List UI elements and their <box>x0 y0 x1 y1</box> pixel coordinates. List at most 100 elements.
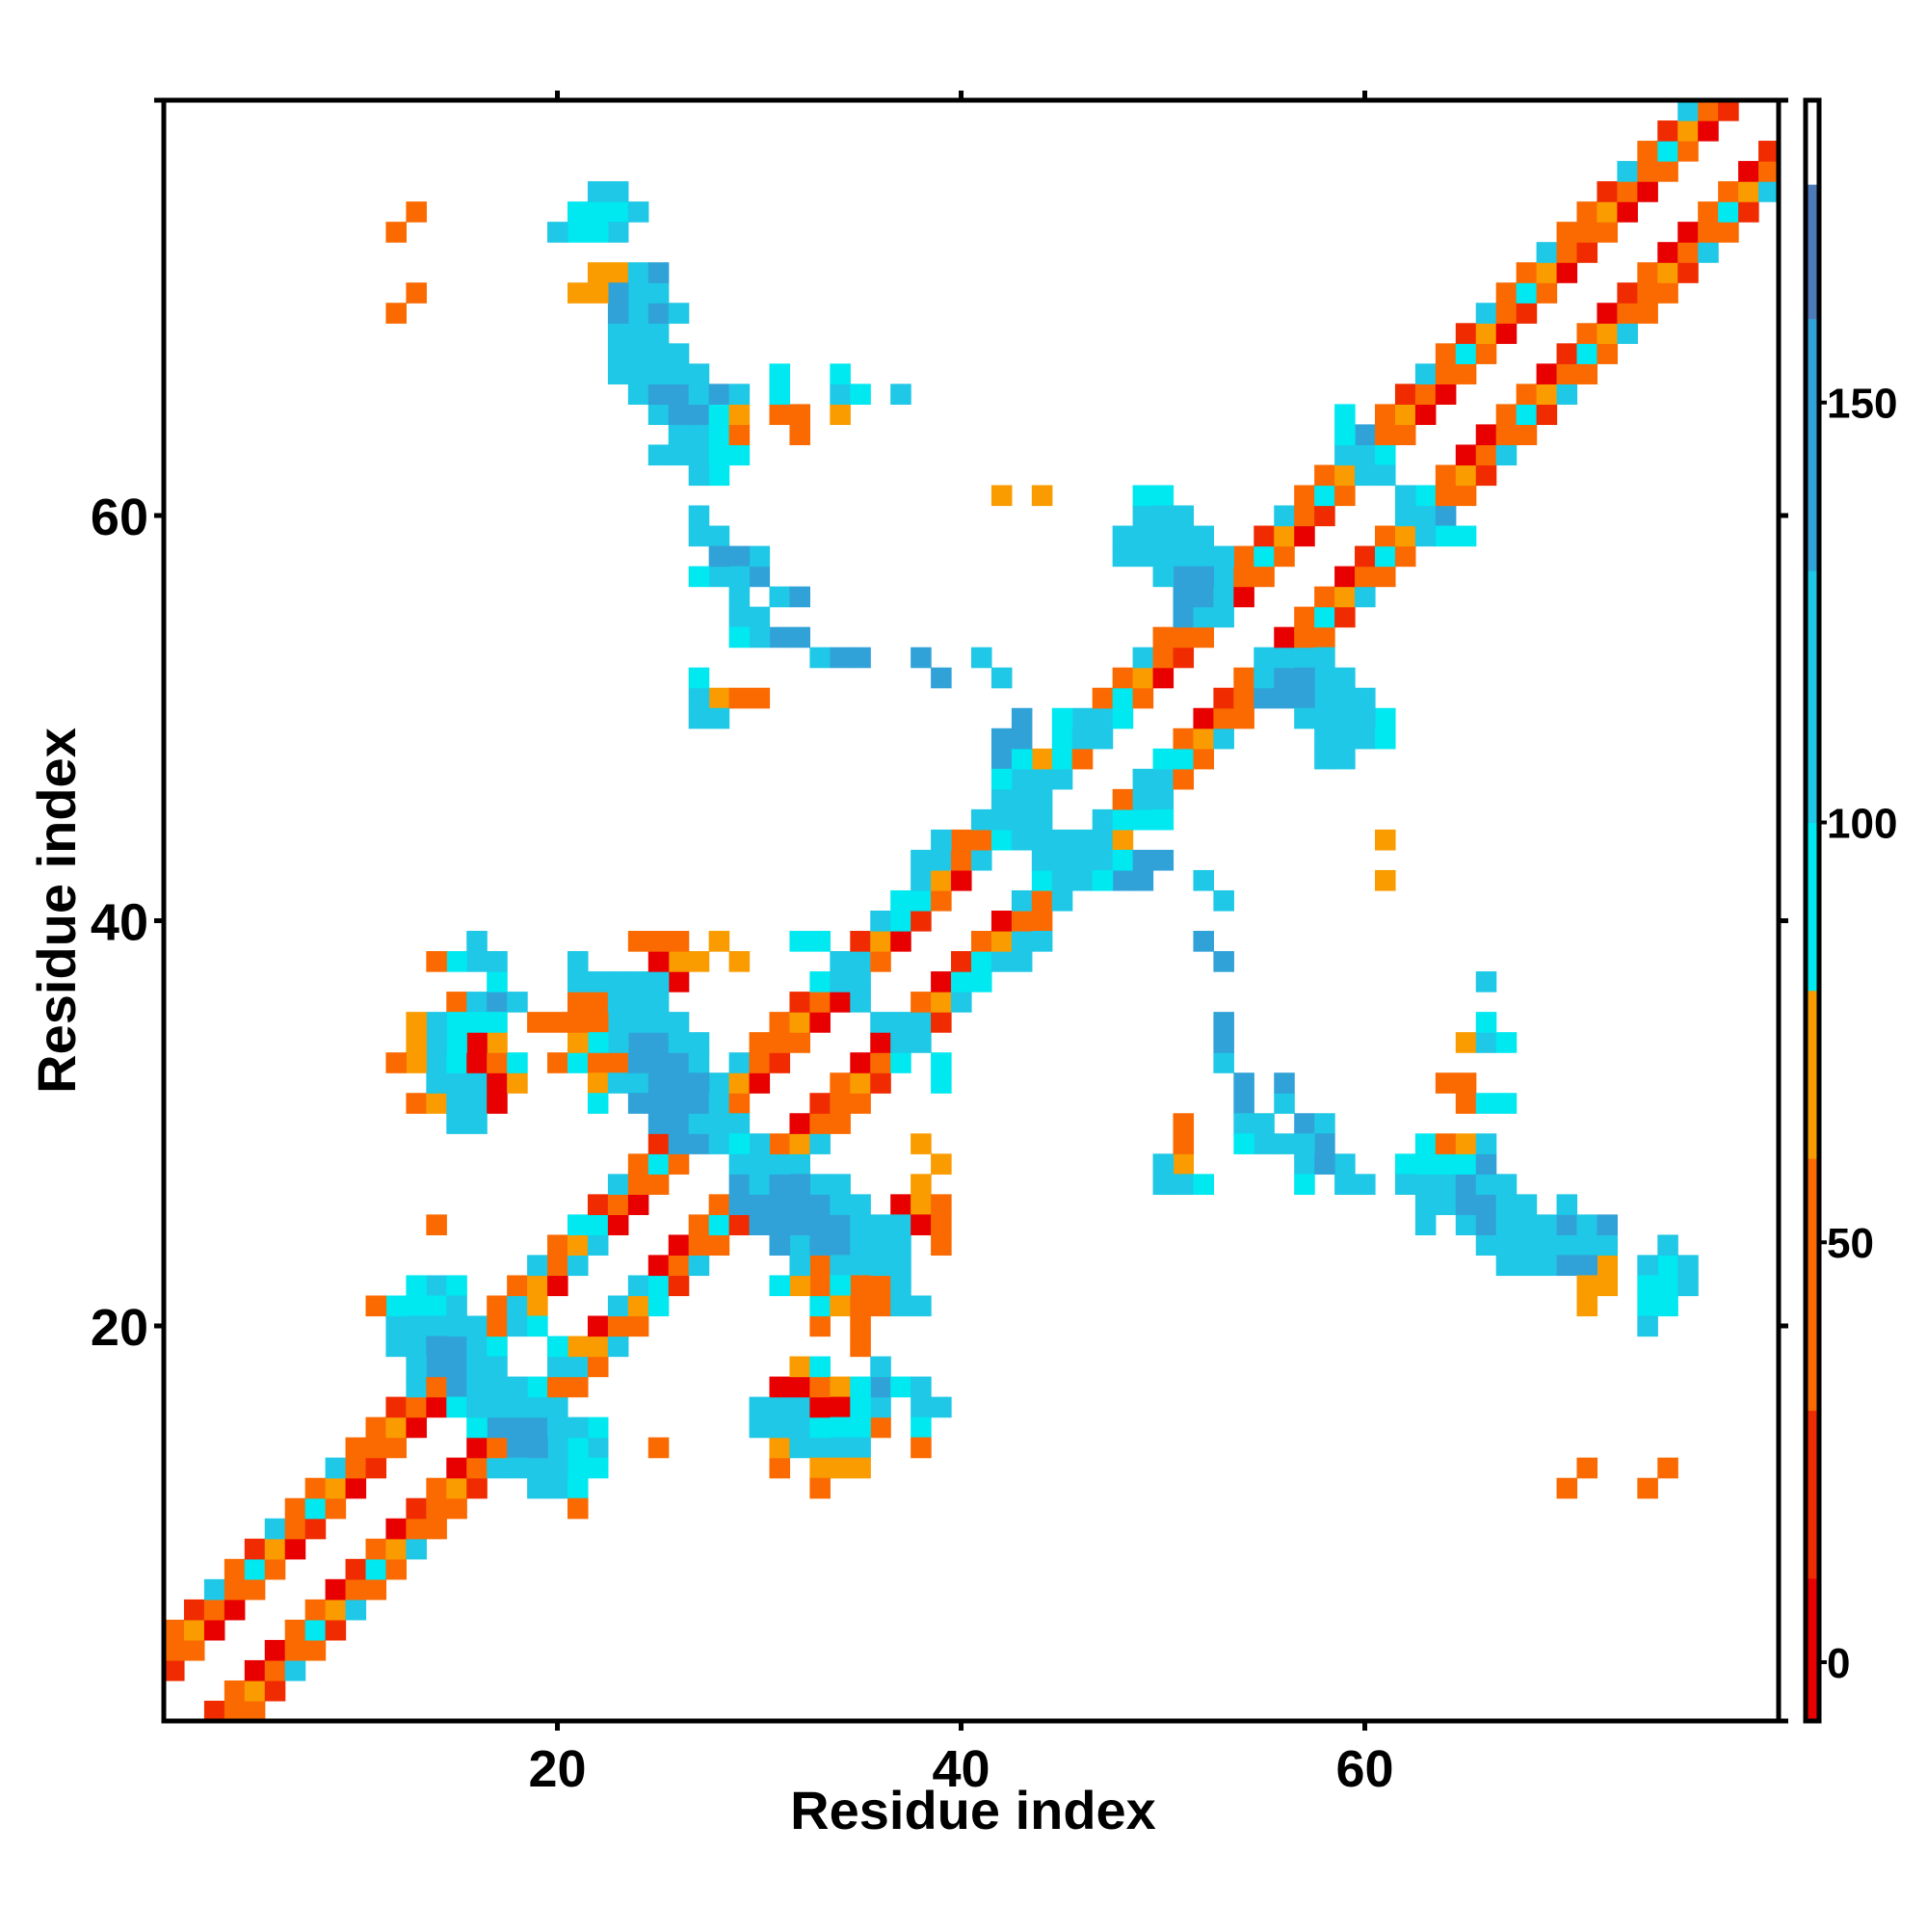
heatmap-cell <box>951 951 972 972</box>
heatmap-cell <box>1071 728 1094 750</box>
heatmap-cell <box>809 1477 831 1499</box>
heatmap-cell <box>627 1153 649 1175</box>
heatmap-cell <box>647 1113 670 1134</box>
heatmap-cell <box>688 464 710 487</box>
heatmap-cell <box>830 1113 851 1134</box>
heatmap-cell <box>809 1214 831 1235</box>
heatmap-cell <box>688 667 710 689</box>
heatmap-cell <box>607 971 629 992</box>
heatmap-cell <box>728 1174 751 1195</box>
heatmap-cell <box>1414 505 1437 527</box>
heatmap-cell <box>647 1032 670 1053</box>
heatmap-cell <box>1294 525 1315 547</box>
heatmap-cell <box>203 1599 225 1621</box>
heatmap-cell <box>607 1315 629 1337</box>
heatmap-cell <box>587 262 609 283</box>
heatmap-cell <box>688 1072 710 1094</box>
heatmap-cell <box>426 1072 447 1094</box>
heatmap-cell <box>1294 626 1315 648</box>
heatmap-cell <box>1193 707 1214 729</box>
heatmap-cell <box>1677 262 1699 283</box>
heatmap-cell <box>911 1133 932 1154</box>
heatmap-cell <box>990 931 1013 952</box>
heatmap-cell <box>789 1174 810 1195</box>
heatmap-cell <box>749 1052 771 1073</box>
heatmap-cell <box>1475 1194 1497 1215</box>
heatmap-cell <box>1173 1133 1195 1154</box>
heatmap-cell <box>627 1275 649 1297</box>
heatmap-cell <box>1375 707 1396 729</box>
heatmap-cell <box>990 728 1013 750</box>
heatmap-cell <box>1314 728 1335 750</box>
heatmap-cell <box>345 1558 367 1580</box>
heatmap-cell <box>426 1315 447 1337</box>
heatmap-cell <box>1475 1234 1497 1257</box>
heatmap-cell <box>1475 1093 1497 1114</box>
heatmap-cell <box>1112 788 1134 810</box>
heatmap-cell <box>164 1659 185 1681</box>
heatmap-cell <box>466 1032 488 1053</box>
heatmap-cell <box>183 1599 205 1621</box>
heatmap-cell <box>1597 1275 1618 1297</box>
heatmap-cell <box>728 404 751 426</box>
heatmap-cell <box>1092 869 1114 891</box>
heatmap-cell <box>1173 586 1195 608</box>
heatmap-cell <box>1112 707 1134 729</box>
heatmap-cell <box>547 1356 568 1378</box>
heatmap-cell <box>1173 505 1195 527</box>
heatmap-cell <box>1011 707 1033 729</box>
heatmap-cell <box>1051 869 1073 891</box>
heatmap-cell <box>850 1295 871 1317</box>
heatmap-cell <box>809 1174 831 1195</box>
heatmap-cell <box>1173 566 1195 588</box>
heatmap-cell <box>708 931 730 952</box>
heatmap-cell <box>507 1295 528 1317</box>
heatmap-cell <box>1617 303 1638 324</box>
heatmap-cell <box>568 1437 589 1459</box>
heatmap-cell <box>607 201 629 223</box>
heatmap-cell <box>1475 1214 1497 1235</box>
heatmap-cell <box>284 1497 306 1520</box>
heatmap-cell <box>1394 505 1416 527</box>
heatmap-cell <box>1152 525 1175 547</box>
heatmap-cell <box>607 1012 629 1033</box>
heatmap-cell <box>1011 808 1033 831</box>
heatmap-cell <box>466 1113 488 1134</box>
heatmap-cell <box>627 1295 649 1317</box>
heatmap-cell <box>647 384 670 405</box>
heatmap-cell <box>1414 363 1437 384</box>
heatmap-cell <box>325 1578 347 1601</box>
heatmap-cell <box>1274 505 1295 527</box>
heatmap-cell <box>568 222 589 243</box>
heatmap-cell <box>1414 1194 1437 1215</box>
heatmap-cell <box>1294 606 1315 628</box>
heatmap-cell <box>1173 1174 1195 1195</box>
heatmap-cell <box>809 1113 831 1134</box>
heatmap-cell <box>164 1619 185 1641</box>
heatmap-cell <box>850 1194 871 1215</box>
heatmap-cell <box>1294 485 1315 507</box>
heatmap-cell <box>587 1194 609 1215</box>
heatmap-cell <box>809 992 831 1013</box>
heatmap-cell <box>769 1437 791 1459</box>
heatmap-cell <box>647 404 670 426</box>
heatmap-cell <box>1233 1113 1254 1134</box>
heatmap-cell <box>487 1356 508 1378</box>
heatmap-cell <box>1597 323 1618 344</box>
heatmap-cell <box>264 1518 286 1540</box>
heatmap-cell <box>708 1133 730 1154</box>
y-tick-label: 20 <box>91 1299 148 1357</box>
heatmap-cell <box>1314 485 1335 507</box>
heatmap-cell <box>385 1336 407 1358</box>
heatmap-cell <box>1071 829 1094 851</box>
heatmap-cell <box>789 424 810 446</box>
heatmap-cell <box>1274 647 1295 669</box>
heatmap-cell <box>547 1457 568 1479</box>
heatmap-cell <box>1576 1214 1598 1235</box>
heatmap-cell <box>1677 100 1699 121</box>
heatmap-cell <box>1355 444 1376 466</box>
heatmap-cell <box>1597 1234 1618 1257</box>
heatmap-cell <box>971 849 992 871</box>
heatmap-cell <box>1495 323 1518 344</box>
